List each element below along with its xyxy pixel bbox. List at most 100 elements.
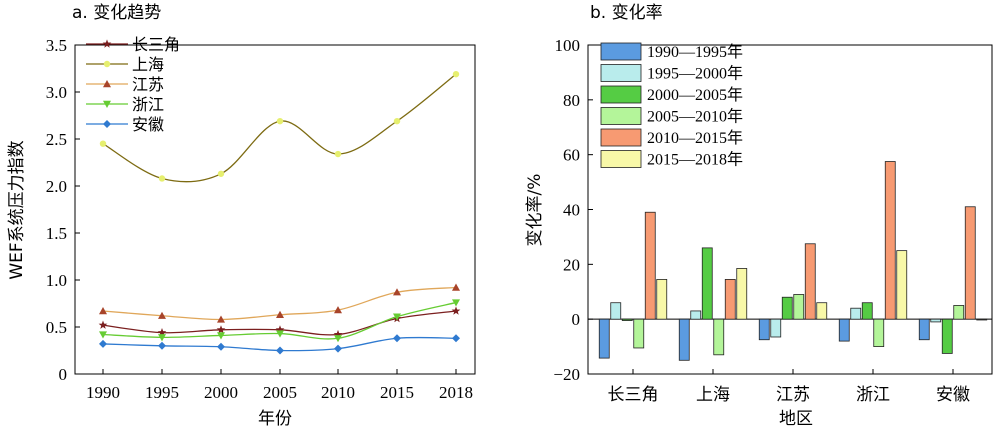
chart-a-point	[451, 306, 461, 315]
chart-a-point	[334, 150, 342, 158]
chart-b-xlabel: 地区	[779, 409, 813, 429]
chart-a-point	[157, 328, 167, 337]
chart-b-ytick-label: −20	[553, 365, 580, 384]
chart-a-point	[276, 346, 284, 355]
chart-b-bar	[724, 279, 736, 320]
chart-b-bar	[838, 318, 850, 342]
chart-a-point	[452, 70, 460, 78]
chart-b-bar	[964, 206, 976, 320]
chart-a-point	[452, 334, 460, 343]
chart-a-series	[99, 283, 460, 323]
chart-b-bar	[941, 318, 953, 354]
chart-a-plot: 0 0.5 1.0 1.5 2.0 2.5 3.0 3.5 1990 1995 2000 2005 20…	[46, 35, 476, 402]
chart-a-point	[334, 335, 342, 343]
chart-b-bar	[758, 318, 770, 341]
chart-a-legend-marker	[102, 39, 112, 48]
chart-b-bar	[804, 243, 816, 320]
chart-a-ytick-label: 2.5	[46, 130, 67, 149]
chart-b-xtick-label: 上海	[696, 385, 730, 405]
chart-b-ytick-label: 80	[563, 91, 580, 110]
chart-a-legend-label: 江苏	[132, 75, 164, 94]
chart-a-point	[99, 339, 107, 348]
chart-a-ytick-label: 1.0	[46, 271, 67, 290]
chart-a-ytick-label: 0	[59, 365, 68, 384]
chart-a-point	[99, 307, 107, 315]
chart-b-ytick-label: 100	[555, 36, 581, 55]
chart-a-legend-label: 安徽	[132, 115, 164, 134]
chart-a-point	[276, 310, 284, 318]
chart-b-bar	[736, 268, 748, 320]
chart-a-legend-marker	[103, 60, 111, 68]
chart-b-legend-swatch	[600, 150, 642, 168]
chart-b-bar	[690, 310, 702, 320]
chart-a-point	[334, 344, 342, 353]
chart-b-ytick-label: 20	[563, 255, 580, 274]
chart-b-legend-swatch	[600, 128, 642, 147]
chart-b-title: b. 变化率	[590, 3, 663, 23]
chart-b-bar	[976, 318, 988, 321]
chart-a-ytick-label: 3.0	[46, 83, 67, 102]
chart-b-plot: −20 0 20 40 60 80 100 长三角 上海 江苏 浙江 安徽 1990—1995年 1995…	[553, 36, 993, 405]
chart-a-series	[99, 70, 460, 183]
chart-b-ylabel: 变化率/%	[525, 174, 545, 247]
chart-b-series	[644, 161, 976, 320]
chart-b-legend-label: 1995—2000年	[647, 65, 743, 83]
chart-a-series	[99, 334, 460, 355]
chart-a-point	[452, 299, 460, 307]
chart-b-bar	[678, 318, 690, 361]
chart-b-bar	[610, 302, 622, 320]
chart-a-point	[217, 315, 225, 323]
chart-a-point	[393, 313, 401, 321]
chart-a-xtick-label: 2010	[321, 383, 355, 402]
chart-b-legend-label: 2000—2005年	[647, 86, 743, 104]
chart-b-legend-swatch	[600, 64, 642, 82]
chart-a-point	[334, 306, 342, 314]
chart-a-point	[393, 334, 401, 343]
chart-a-ytick-label: 0.5	[46, 318, 67, 337]
chart-a-xlabel: 年份	[258, 409, 292, 429]
chart-a-legend-marker	[103, 100, 111, 108]
chart-a-xtick-label: 1995	[145, 383, 179, 402]
chart-b-ytick-label: 0	[572, 310, 581, 329]
chart-a-point	[158, 341, 166, 350]
chart-b-bar	[918, 318, 930, 341]
chart-a-xtick-label: 1990	[86, 383, 120, 402]
chart-b-bar	[850, 307, 862, 320]
chart-a-legend-label: 上海	[132, 55, 164, 74]
chart-a-point	[158, 311, 166, 319]
chart-a-point	[333, 329, 343, 339]
chart-b-bar	[713, 318, 725, 356]
chart-b-series	[633, 294, 965, 356]
chart-b-legend-swatch	[600, 42, 642, 61]
chart-b-xtick-label: 江苏	[776, 385, 810, 405]
chart-b-series	[621, 247, 953, 354]
chart-a-point	[158, 175, 166, 182]
chart-a-series	[99, 299, 460, 343]
chart-b-bar	[930, 318, 942, 323]
chart-b-xtick-label: 浙江	[856, 385, 890, 405]
chart-a-frame	[74, 44, 476, 375]
chart-a-ytick-label: 2.0	[46, 177, 67, 196]
chart-b-bar	[816, 302, 828, 320]
chart-a-point	[393, 117, 401, 125]
chart-b-xtick-label: 安徽	[936, 385, 970, 405]
chart-b-bar	[896, 250, 908, 320]
chart-b-series	[598, 318, 930, 361]
chart-b-bar	[953, 305, 965, 320]
chart-a-xtick-label: 2015	[380, 383, 414, 402]
chart-a-point	[276, 330, 284, 338]
chart-b-ytick-label: 40	[563, 201, 580, 220]
chart-b-legend-swatch	[600, 85, 642, 104]
chart-b-legend-label: 2005—2010年	[647, 108, 743, 126]
chart-b-legend-label: 2015—2018年	[647, 151, 743, 169]
chart-a-point	[98, 320, 108, 329]
chart-a-xtick-label: 2000	[204, 383, 238, 402]
chart-a-legend-label: 浙江	[132, 95, 164, 114]
chart-a-point	[99, 331, 107, 339]
chart-a-point	[276, 117, 284, 125]
chart-b-bar	[598, 318, 610, 359]
chart-b-bar	[873, 318, 885, 347]
chart-b-ytick-label: 60	[563, 146, 580, 165]
chart-a-point	[393, 288, 401, 296]
